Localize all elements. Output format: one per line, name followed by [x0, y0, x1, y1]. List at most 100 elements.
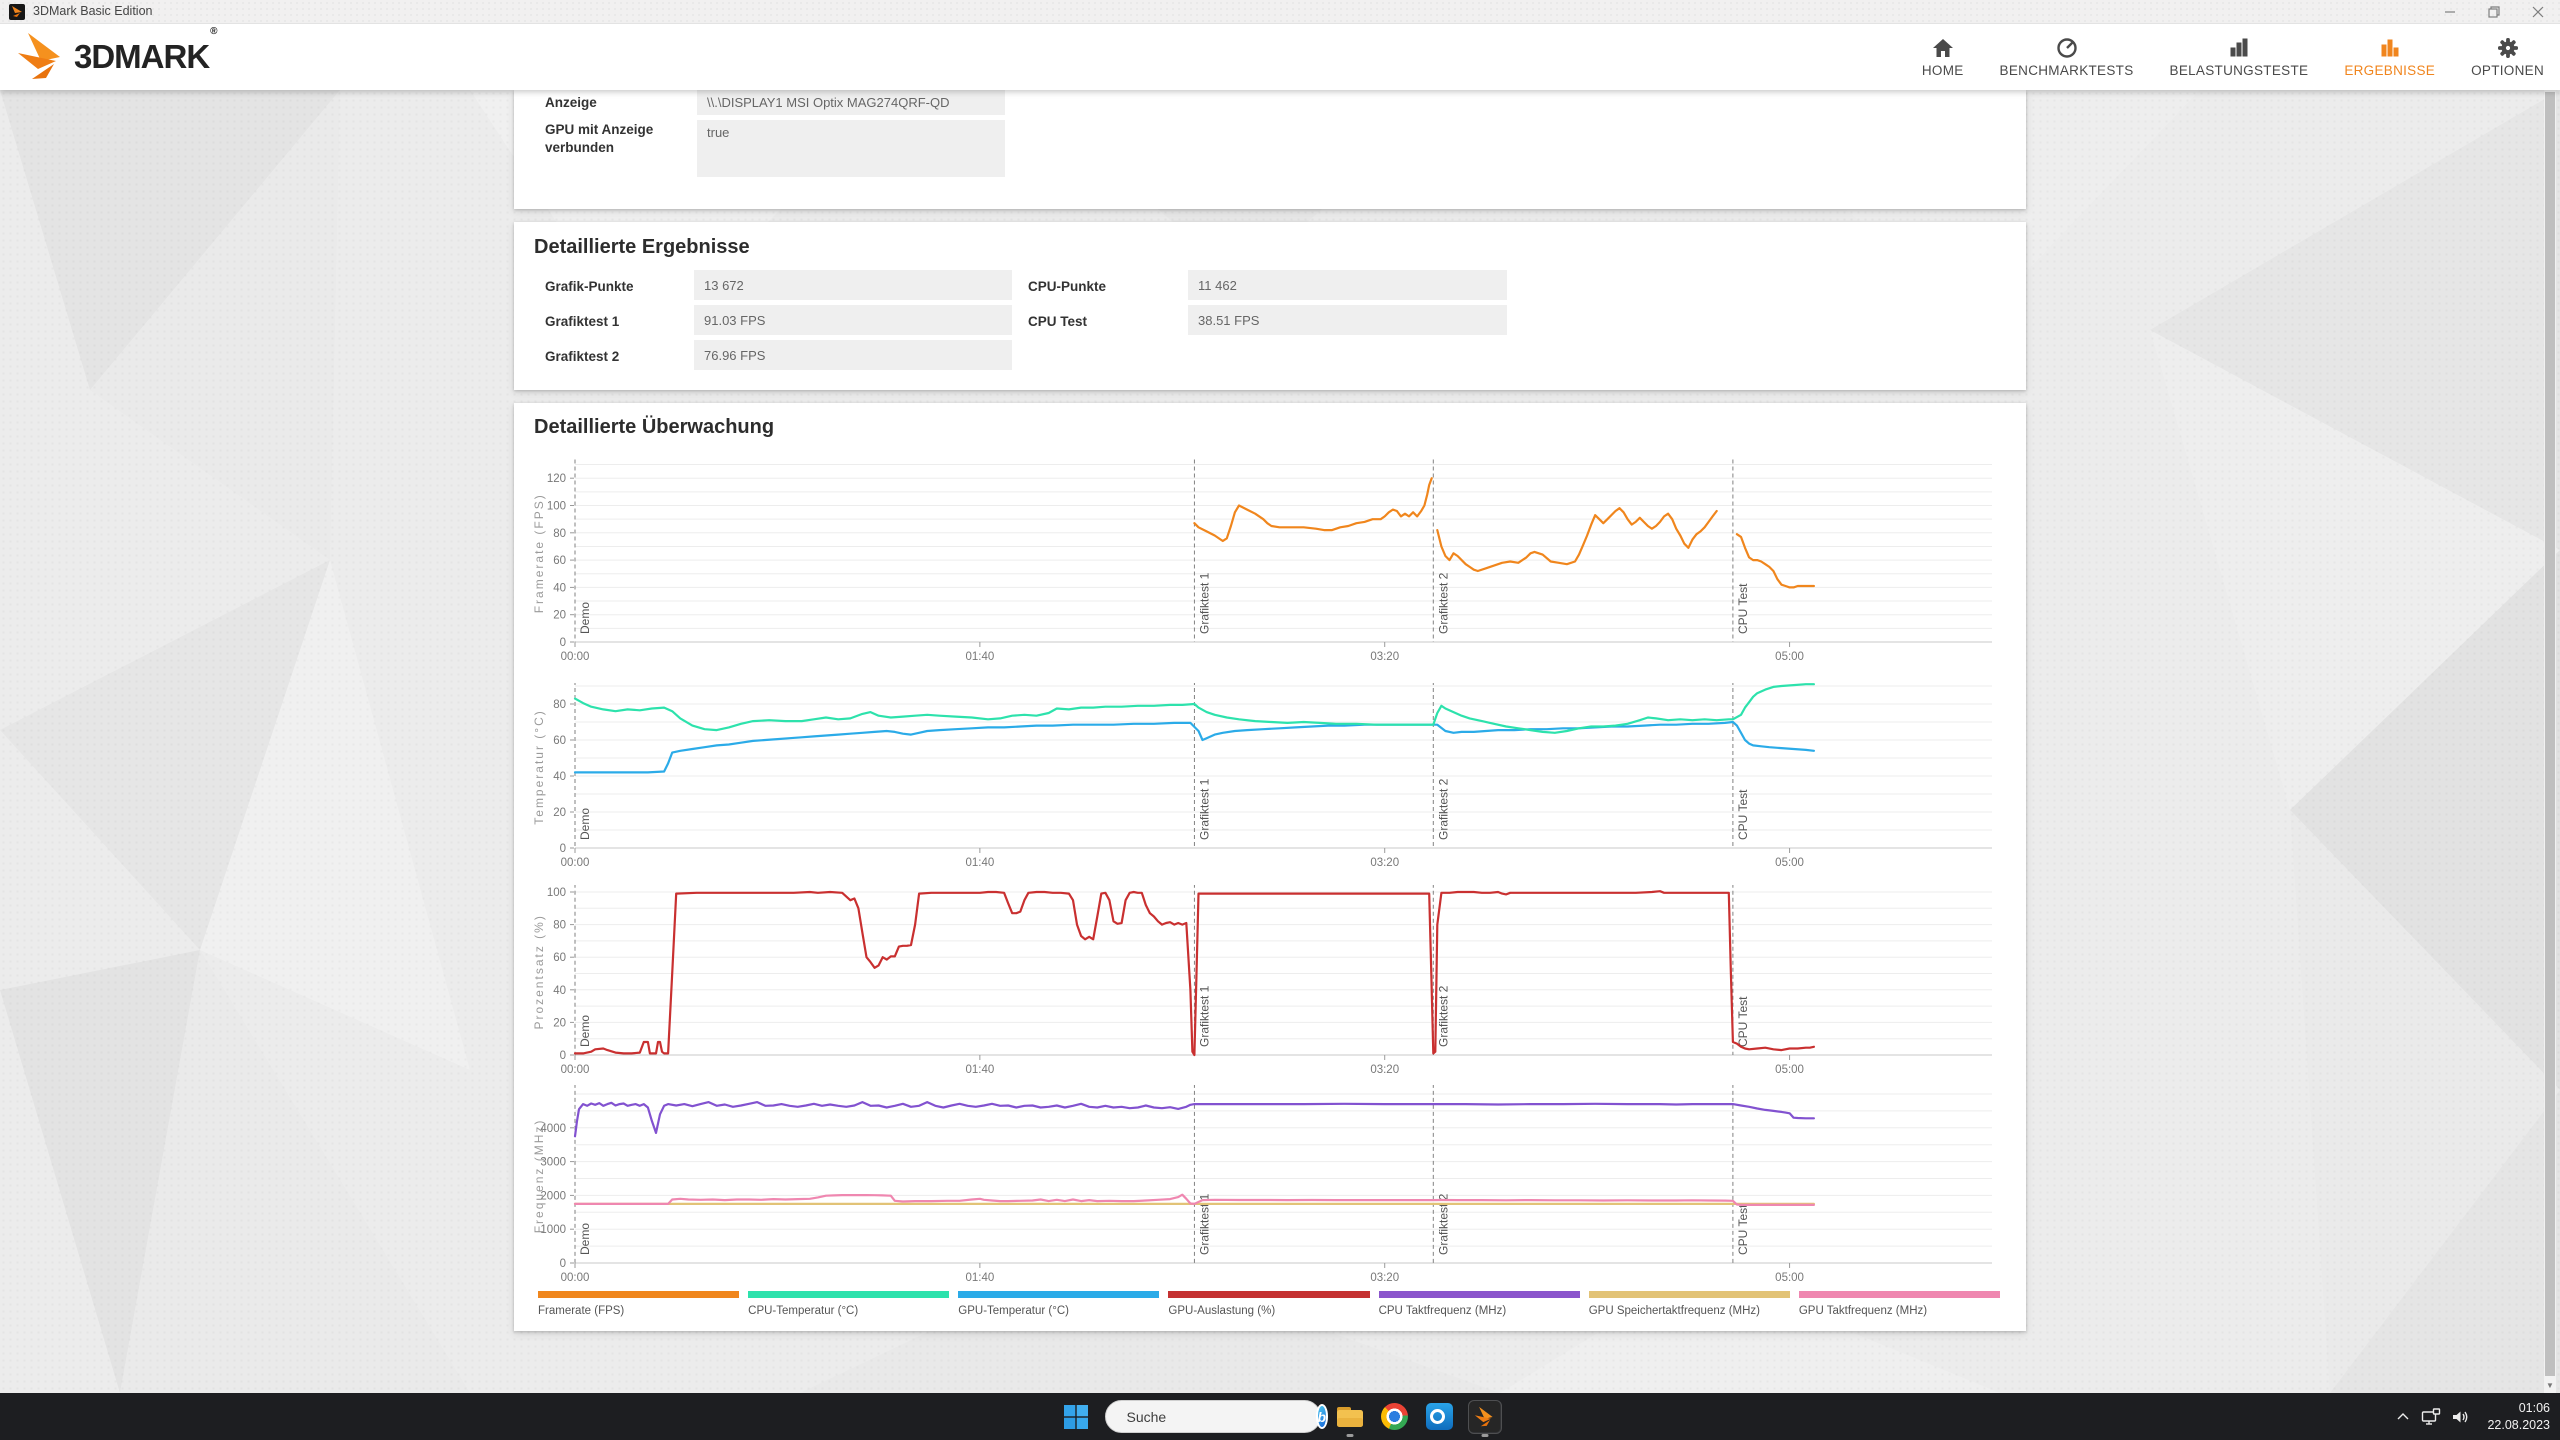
svg-text:00:00: 00:00	[561, 651, 590, 663]
svg-text:00:00: 00:00	[561, 1272, 590, 1284]
svg-text:100: 100	[547, 501, 566, 513]
home-icon	[1932, 39, 1953, 57]
nav-items: HOME BENCHMARKTESTS BELASTUNGSTESTE	[1922, 24, 2544, 90]
svg-text:20: 20	[553, 807, 566, 819]
3dmark-app-icon	[1469, 1401, 1500, 1432]
svg-text:CPU Test: CPU Test	[1736, 789, 1750, 840]
svg-text:80: 80	[553, 699, 566, 711]
svg-text:Demo: Demo	[578, 1015, 592, 1047]
tray-chevron-icon[interactable]	[2395, 1409, 2411, 1425]
svg-text:100: 100	[547, 887, 566, 899]
taskbar-clock[interactable]: 01:06 22.08.2023	[2487, 1400, 2550, 1434]
windows-logo-icon	[1063, 1404, 1088, 1429]
svg-text:4000: 4000	[540, 1123, 566, 1135]
svg-text:01:40: 01:40	[965, 651, 994, 663]
svg-text:Grafiktest 1: Grafiktest 1	[1197, 778, 1211, 840]
svg-text:60: 60	[553, 555, 566, 567]
nav-item-benchmarktests[interactable]: BENCHMARKTESTS	[2000, 36, 2134, 78]
field-label: Grafiktest 1	[545, 314, 620, 329]
running-indicator	[1481, 1433, 1488, 1437]
outlook-icon	[1426, 1403, 1453, 1430]
display-info-card: Anzeige \\.\DISPLAY1 MSI Optix MAG274QRF…	[514, 90, 2026, 209]
nav-item-optionen[interactable]: OPTIONEN	[2471, 36, 2544, 78]
svg-text:Grafiktest 1: Grafiktest 1	[1197, 985, 1211, 1047]
scrollbar-down-arrow[interactable]: ▼	[2546, 1381, 2554, 1390]
3dmark-logo-icon	[18, 33, 60, 79]
app-icon	[9, 4, 25, 20]
svg-text:Grafiktest 1: Grafiktest 1	[1197, 572, 1211, 634]
svg-text:40: 40	[553, 985, 566, 997]
field-value-gpu-verbunden: true	[697, 120, 1005, 177]
bing-icon[interactable]: b	[1315, 1404, 1329, 1429]
svg-text:03:20: 03:20	[1370, 651, 1399, 663]
svg-text:05:00: 05:00	[1775, 651, 1804, 663]
legend-item: GPU Speichertaktfrequenz (MHz)	[1588, 1291, 1790, 1317]
field-value-cpu-test: 38.51 FPS	[1188, 305, 1507, 335]
chrome-button[interactable]	[1379, 1401, 1411, 1433]
legend-label: CPU-Temperatur (°C)	[748, 1305, 859, 1317]
taskbar-search[interactable]: b	[1104, 1400, 1329, 1433]
outlook-button[interactable]	[1424, 1401, 1456, 1433]
legend-item: GPU-Temperatur (°C)	[958, 1291, 1160, 1317]
system-tray: 01:06 22.08.2023	[2395, 1393, 2550, 1440]
legend-item: CPU-Temperatur (°C)	[748, 1291, 950, 1317]
svg-text:40: 40	[553, 582, 566, 594]
chart-temperatur: 0 20 40 60 80 00:00 01:40 03:20 05:00 Demo Grafikt…	[531, 681, 2010, 888]
legend-label: GPU-Auslastung (%)	[1168, 1305, 1276, 1317]
svg-text:120: 120	[547, 473, 566, 485]
results-card: Detaillierte Ergebnisse Grafik-Punkte 13…	[514, 222, 2026, 390]
legend-label: CPU Taktfrequenz (MHz)	[1378, 1305, 1507, 1317]
svg-text:01:40: 01:40	[965, 1064, 994, 1076]
charts-host: 0 20 40 60 80 100 120 00:00 01:40 03:20 05:00 Demo G…	[531, 403, 2010, 1331]
folder-icon	[1336, 1406, 1363, 1427]
close-button[interactable]	[2516, 0, 2560, 24]
file-explorer-button[interactable]	[1334, 1401, 1366, 1437]
restore-button[interactable]	[2472, 0, 2516, 24]
clock-date: 22.08.2023	[2487, 1417, 2550, 1432]
taskbar-center: b	[0, 1393, 2560, 1440]
legend-color-bar	[748, 1291, 950, 1298]
svg-text:Grafiktest 2: Grafiktest 2	[1436, 1193, 1450, 1255]
start-button[interactable]	[1060, 1401, 1092, 1433]
network-icon[interactable]	[2421, 1407, 2441, 1426]
legend-item: GPU Taktfrequenz (MHz)	[1798, 1291, 2000, 1317]
svg-text:Temperatur (°C): Temperatur (°C)	[532, 709, 546, 824]
legend-color-bar	[1798, 1291, 2000, 1298]
chart-framerate: 0 20 40 60 80 100 120 00:00 01:40 03:20 05:00 Demo G…	[531, 455, 2010, 672]
svg-text:Grafiktest 2: Grafiktest 2	[1436, 778, 1450, 840]
svg-text:Framerate (FPS): Framerate (FPS)	[532, 493, 546, 613]
svg-text:CPU Test: CPU Test	[1736, 1204, 1750, 1255]
svg-text:40: 40	[553, 771, 566, 783]
minimize-button[interactable]	[2428, 0, 2472, 24]
svg-text:Grafiktest 2: Grafiktest 2	[1436, 572, 1450, 634]
field-value-grafiktest2: 76.96 FPS	[694, 340, 1012, 370]
chart-prozentsatz: 0 20 40 60 80 100 00:00 01:40 03:20 05:00 Demo Graf…	[531, 883, 2010, 1092]
svg-text:80: 80	[553, 920, 566, 932]
logo-text: 3DMARK®	[74, 26, 218, 75]
svg-text:CPU Test: CPU Test	[1736, 583, 1750, 634]
navbar: 3DMARK® HOME BENCHMARKTESTS BELASTUNGSTE…	[0, 24, 2560, 90]
3dmark-taskbar-button[interactable]	[1467, 1399, 1502, 1437]
svg-text:Demo: Demo	[578, 808, 592, 840]
legend-color-bar	[538, 1291, 740, 1298]
nav-item-ergebnisse[interactable]: ERGEBNISSE	[2344, 36, 2435, 78]
nav-item-belastungsteste[interactable]: BELASTUNGSTESTE	[2170, 36, 2309, 78]
speaker-icon[interactable]	[2451, 1408, 2471, 1426]
legend-color-bar	[1588, 1291, 1790, 1298]
search-input[interactable]	[1126, 1408, 1308, 1425]
svg-text:01:40: 01:40	[965, 1272, 994, 1284]
svg-text:Grafiktest 2: Grafiktest 2	[1436, 985, 1450, 1047]
results-chart-icon	[2381, 39, 2399, 57]
field-value-grafik-punkte: 13 672	[694, 270, 1012, 300]
content-area: Anzeige \\.\DISPLAY1 MSI Optix MAG274QRF…	[0, 90, 2560, 1393]
scrollbar-thumb[interactable]	[2545, 92, 2555, 1376]
svg-text:03:20: 03:20	[1370, 1064, 1399, 1076]
nav-item-home[interactable]: HOME	[1922, 36, 1964, 78]
field-label: CPU Test	[1028, 314, 1088, 329]
svg-text:CPU Test: CPU Test	[1736, 996, 1750, 1047]
legend-label: GPU Speichertaktfrequenz (MHz)	[1588, 1305, 1760, 1317]
clock-time: 01:06	[2518, 1400, 2550, 1415]
field-value-anzeige: \\.\DISPLAY1 MSI Optix MAG274QRF-QD	[697, 90, 1005, 115]
chart-frequenz: 0 1000 2000 3000 4000 00:00 01:40 03:20 05:00 Dem…	[531, 1083, 2010, 1290]
